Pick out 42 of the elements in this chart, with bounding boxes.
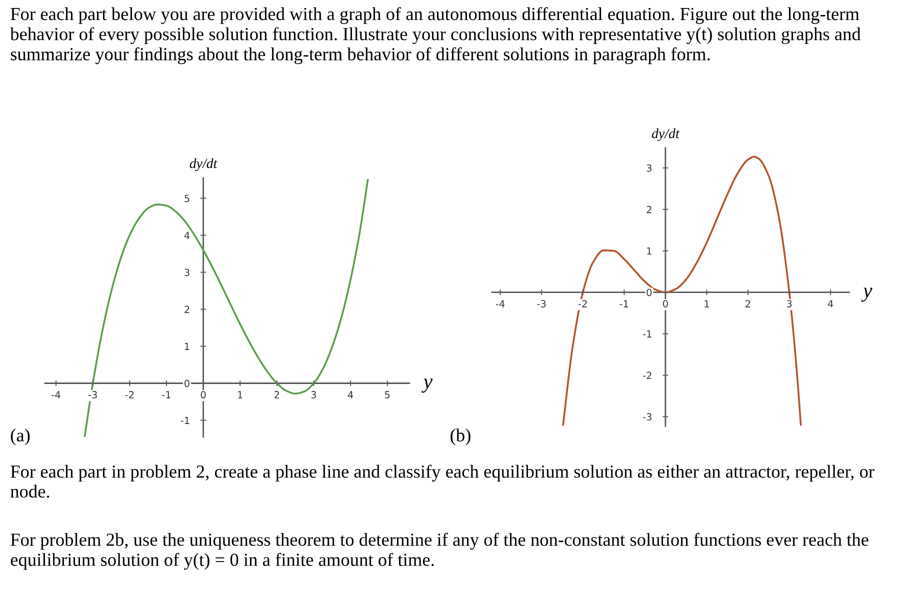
x-tick-label: -1	[162, 391, 170, 398]
x-tick-label: 3	[311, 391, 316, 398]
y-tick-label: 2	[646, 206, 652, 214]
text: (a)	[10, 428, 30, 446]
x-tick-label: -4	[496, 300, 505, 308]
y-tick-label: 1	[647, 247, 652, 255]
x-tick-label: 0	[662, 300, 668, 308]
x-tick-label: -3	[88, 391, 97, 398]
x-tick-label: -4	[52, 391, 60, 398]
x-tick-label: 2	[274, 391, 280, 398]
x-axis-title: y	[422, 378, 433, 393]
x-tick-label: 5	[385, 391, 390, 398]
y-axis-title: dy/dt	[190, 158, 218, 171]
x-tick-label: 3	[786, 300, 792, 308]
y-tick-label: 3	[646, 164, 652, 172]
x-tick-label: 1	[704, 300, 709, 308]
x-tick-label: 1	[238, 391, 242, 398]
x-tick-label: -1	[620, 300, 628, 308]
y-tick-label: 3	[184, 268, 190, 276]
y-axis-title: dy/dt	[652, 128, 680, 142]
y-tick-label: -2	[643, 372, 652, 379]
x-axis-title: y	[861, 288, 872, 302]
text: (b)	[450, 428, 470, 446]
y-tick-label: 1	[184, 342, 190, 350]
y-tick-label: 4	[184, 232, 190, 239]
text: For each part in problem 2, create a phase line and classify each equilibrium solution as either an attractor, repeller, or node.	[10, 464, 874, 498]
y-tick-label: 2	[184, 306, 190, 313]
x-tick-label: 4	[348, 391, 354, 398]
y-tick-label: 5	[184, 194, 190, 202]
y-tick-label: 0	[184, 380, 190, 388]
y-tick-label: -3	[643, 413, 652, 421]
x-tick-label: 2	[746, 300, 750, 308]
x-tick-label: 0	[200, 391, 206, 398]
x-tick-label: 4	[828, 300, 834, 308]
x-tick-label: -2	[578, 300, 587, 308]
x-tick-label: -3	[537, 300, 546, 308]
y-tick-label: -1	[643, 330, 652, 338]
text: For each part below you are provided with a graph of an autonomous differential equation. Figure out the long-term behavior of every possible solution function. Illustrate your conclusions with representative y(t) solution graphs and summarize your findings about the long-term behavior of different solutions in paragraph form.	[10, 7, 861, 64]
y-tick-label: 0	[646, 288, 652, 296]
text: For problem 2b, use the uniqueness theorem to determine if any of the non-constant solution functions ever reach the equilibrium solution of y(t) = 0 in a finite amount of time.	[10, 532, 868, 570]
x-tick-label: -2	[125, 391, 134, 398]
y-tick-label: -1	[180, 416, 190, 424]
